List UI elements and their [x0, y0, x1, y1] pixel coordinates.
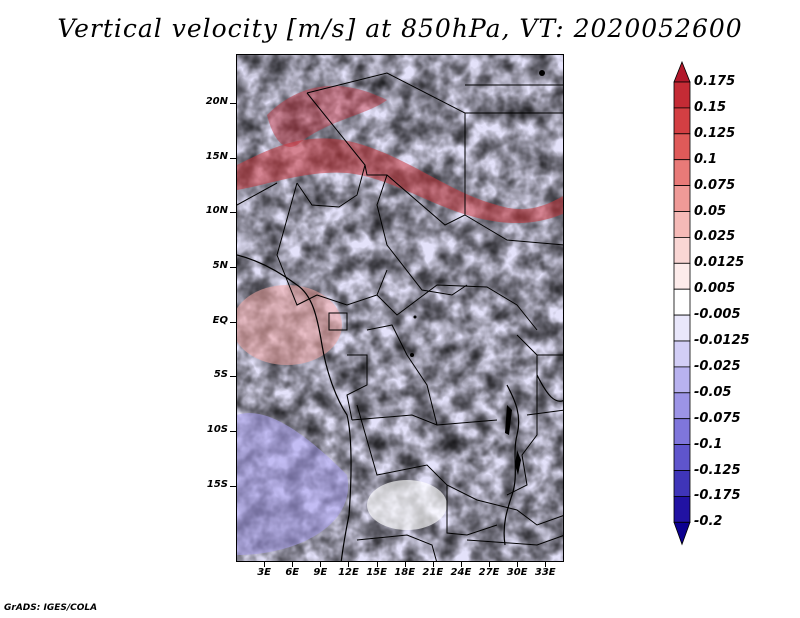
- x-tick-label: 12E: [338, 567, 359, 578]
- ascent-band-north: [267, 85, 387, 147]
- x-tick-label: 9E: [313, 567, 328, 578]
- lakes: [410, 70, 545, 475]
- y-tick: [230, 430, 236, 432]
- colorbar-swatch: [673, 211, 691, 238]
- y-tick-label: 5S: [213, 369, 228, 381]
- colorbar-swatch: [673, 185, 691, 212]
- x-tick: [264, 562, 266, 567]
- y-tick: [230, 157, 236, 159]
- colorbar-label: 0.0125: [694, 255, 745, 271]
- coastal-ascent: [237, 285, 342, 365]
- white-calm-area: [367, 480, 447, 530]
- velocity-map: [237, 55, 563, 561]
- y-tick-label: 10S: [206, 423, 228, 435]
- x-tick: [404, 562, 406, 567]
- y-tick-label: 15N: [205, 150, 228, 162]
- x-tick-label: 21E: [422, 567, 444, 578]
- chart-title: Vertical velocity [m/s] at 850hPa, VT: 2…: [57, 14, 743, 43]
- y-tick-label: EQ: [212, 314, 228, 326]
- colorbar-label: 0.15: [694, 99, 727, 115]
- colorbar-swatch: [673, 288, 691, 316]
- y-tick-label: 10N: [205, 205, 228, 217]
- y-tick: [230, 267, 236, 269]
- colorbar-swatch: [673, 159, 691, 186]
- colorbar-swatch: [673, 236, 691, 264]
- x-tick: [517, 562, 519, 567]
- y-tick-label: 20N: [205, 96, 228, 108]
- y-tick: [230, 103, 236, 105]
- ascent-band-sahel: [237, 138, 563, 224]
- x-tick: [320, 562, 322, 567]
- x-tick: [292, 562, 294, 567]
- colorbar-label: -0.2: [694, 514, 723, 530]
- colorbar-label: -0.1: [694, 436, 723, 452]
- x-tick-label: 15E: [366, 567, 387, 578]
- x-tick: [432, 562, 434, 567]
- y-tick: [230, 212, 236, 214]
- colorbar-swatch: [673, 470, 691, 497]
- colorbar-swatch: [673, 444, 691, 471]
- x-tick: [489, 562, 491, 567]
- colorbar-label: 0.05: [694, 203, 727, 219]
- y-tick: [230, 321, 236, 323]
- colorbar-label: 0.125: [694, 125, 736, 141]
- x-tick-label: 3E: [257, 567, 271, 578]
- x-tick: [348, 562, 350, 567]
- colorbar-label: -0.075: [694, 410, 741, 426]
- x-tick-label: 33E: [534, 567, 556, 578]
- colorbar-label: 0.025: [694, 229, 736, 245]
- y-tick: [230, 485, 236, 487]
- colorbar-label: -0.05: [694, 384, 732, 400]
- colorbar-label: 0.005: [694, 281, 736, 297]
- colorbar-label: 0.175: [694, 74, 736, 89]
- colorbar-label: -0.0125: [694, 333, 750, 348]
- colorbar-swatch: [673, 262, 691, 290]
- x-tick-label: 27E: [478, 567, 500, 578]
- y-tick-label: 15S: [206, 478, 228, 490]
- x-tick-label: 6E: [285, 567, 300, 578]
- x-tick: [460, 562, 462, 567]
- colorbar-swatch: [673, 495, 691, 523]
- colorbar-label: 0.1: [694, 151, 718, 167]
- colorbar-swatch: [673, 107, 691, 135]
- colorbar-swatch: [673, 521, 691, 546]
- x-tick: [376, 562, 378, 567]
- x-tick-label: 24E: [450, 567, 472, 578]
- subsidence-region-south: [237, 413, 349, 555]
- y-tick-label: 5N: [212, 260, 228, 272]
- x-tick-label: 18E: [394, 567, 416, 578]
- colorbar-swatch: [673, 392, 691, 420]
- colorbar-swatch: [673, 81, 691, 109]
- footer-credit: GrADS: IGES/COLA: [4, 603, 98, 613]
- x-tick: [545, 562, 547, 567]
- colorbar-swatch: [673, 340, 691, 368]
- colorbar: [673, 60, 691, 546]
- y-tick: [230, 376, 236, 378]
- colorbar-label: -0.005: [694, 307, 741, 323]
- colorbar-label: -0.025: [694, 358, 741, 374]
- colorbar-swatch: [673, 60, 691, 83]
- colorbar-swatch: [673, 133, 691, 161]
- colorbar-swatch: [673, 418, 691, 446]
- map-panel: [236, 54, 564, 562]
- colorbar-label: 0.075: [694, 177, 736, 193]
- colorbar-label: -0.175: [694, 488, 741, 504]
- country-borders: [237, 72, 563, 561]
- colorbar-swatch: [673, 314, 691, 342]
- colorbar-swatch: [673, 366, 691, 394]
- x-tick-label: 30E: [506, 567, 528, 578]
- colorbar-label: -0.125: [694, 462, 741, 478]
